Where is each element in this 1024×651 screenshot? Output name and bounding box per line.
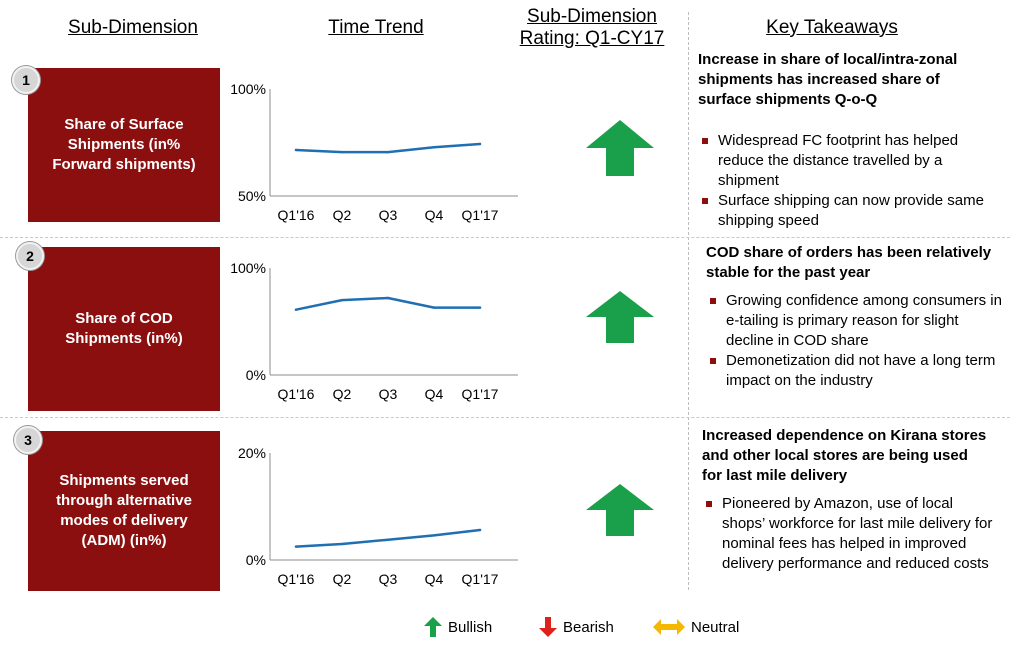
takeaway-bullet: Demonetization did not have a long term … <box>706 351 1002 391</box>
data-point <box>340 298 344 302</box>
header-key-takeaways: Key Takeaways <box>766 17 898 38</box>
header-sub-dimension: Sub-Dimension <box>68 17 198 38</box>
x-tick-label: Q1'16 <box>278 386 315 402</box>
legend-item-bearish: Bearish <box>539 616 614 638</box>
header-rating-line2: Rating: Q1-CY17 <box>519 28 665 49</box>
x-tick-label: Q1'16 <box>278 207 315 223</box>
data-point <box>294 308 298 311</box>
trend-chart: 50% 100% Q1'16 Q2 Q3 Q4 Q1'17 <box>230 81 518 223</box>
x-tick-label: Q1'16 <box>278 571 315 587</box>
data-point <box>432 146 436 149</box>
data-point <box>432 306 436 309</box>
y-tick-label: 0% <box>246 367 266 383</box>
legend-label: Bearish <box>563 618 614 636</box>
dimension-box: Share of COD Shipments (in%) <box>28 247 220 411</box>
row-number-badge: 1 <box>12 66 40 94</box>
takeaway-bullet: Surface shipping can now provide same sh… <box>698 191 998 231</box>
trend-chart: 0% 100% Q1'16 Q2 Q3 Q4 Q1'17 <box>230 260 518 402</box>
takeaway-bullet: Widespread FC footprint has helped reduc… <box>698 131 998 191</box>
dimension-box: Shipments served through alternative mod… <box>28 431 220 591</box>
legend-label: Bullish <box>448 618 493 636</box>
data-point <box>294 545 298 548</box>
y-tick-label: 50% <box>238 188 266 204</box>
bullish-arrow-icon <box>586 484 654 536</box>
data-point <box>478 306 482 309</box>
x-tick-label: Q2 <box>333 386 352 402</box>
trend-line <box>294 528 482 548</box>
takeaway-clip: Pioneered by Amazon, use of local shops’… <box>702 494 1002 592</box>
row-divider <box>0 237 1010 238</box>
takeaway-title: Increase in share of local/intra-zonal s… <box>698 51 958 108</box>
data-point <box>294 148 298 152</box>
takeaway-bullets: Pioneered by Amazon, use of local shops’… <box>702 494 998 574</box>
legend-label: Neutral <box>691 618 740 636</box>
bullish-arrow-icon <box>586 120 654 176</box>
dimension-label: Share of COD Shipments (in%) <box>65 310 183 347</box>
trend-line <box>294 142 482 154</box>
y-tick-label: 100% <box>230 81 266 97</box>
y-tick-label: 20% <box>238 445 266 461</box>
takeaway-bullets: Widespread FC footprint has helped reduc… <box>698 131 998 231</box>
dimension-label: Share of Surface Shipments (in% Forward … <box>52 116 196 173</box>
takeaway-title: Increased dependence on Kirana stores an… <box>702 427 987 484</box>
arrow-down-icon <box>539 617 557 637</box>
data-point <box>478 528 482 532</box>
x-tick-label: Q4 <box>425 571 444 587</box>
x-tick-label: Q4 <box>425 386 444 402</box>
y-tick-label: 0% <box>246 552 266 568</box>
takeaway-bullets: Growing confidence among consumers in e-… <box>706 291 1002 391</box>
data-point <box>386 296 390 300</box>
takeaway-bullet: Pioneered by Amazon, use of local shops’… <box>702 494 998 574</box>
row-number-badge: 3 <box>14 426 42 454</box>
x-tick-label: Q2 <box>333 571 352 587</box>
legend-item-bullish: Bullish <box>424 616 492 638</box>
dimension-label: Shipments served through alternative mod… <box>56 472 192 549</box>
arrow-left-right-icon <box>653 619 685 635</box>
row-number-badge: 2 <box>16 242 44 270</box>
x-tick-label: Q1'17 <box>462 207 499 223</box>
data-point <box>340 542 344 546</box>
bullish-arrow-icon <box>586 291 654 343</box>
takeaway-bullet: Growing confidence among consumers in e-… <box>706 291 1002 351</box>
x-tick-label: Q1'17 <box>462 571 499 587</box>
dimension-box: Share of Surface Shipments (in% Forward … <box>28 68 220 222</box>
y-tick-label: 100% <box>230 260 266 276</box>
x-tick-label: Q4 <box>425 207 444 223</box>
arrow-up-icon <box>424 617 442 637</box>
header-time-trend: Time Trend <box>328 17 424 38</box>
header-rating-line1: Sub-Dimension <box>527 6 657 27</box>
trend-line <box>294 296 482 311</box>
legend-item-neutral: Neutral <box>653 616 739 638</box>
x-tick-label: Q3 <box>379 386 398 402</box>
takeaway-title: COD share of orders has been relatively … <box>706 244 992 281</box>
data-point <box>478 142 482 146</box>
data-point <box>386 538 390 541</box>
x-tick-label: Q2 <box>333 207 352 223</box>
trend-chart: 0% 20% Q1'16 Q2 Q3 Q4 Q1'17 <box>238 445 518 587</box>
data-point <box>340 150 344 154</box>
x-tick-label: Q3 <box>379 207 398 223</box>
data-point <box>432 534 436 537</box>
row-divider <box>0 417 1010 418</box>
data-point <box>386 150 390 154</box>
column-divider <box>688 12 689 590</box>
x-tick-label: Q1'17 <box>462 386 499 402</box>
x-tick-label: Q3 <box>379 571 398 587</box>
